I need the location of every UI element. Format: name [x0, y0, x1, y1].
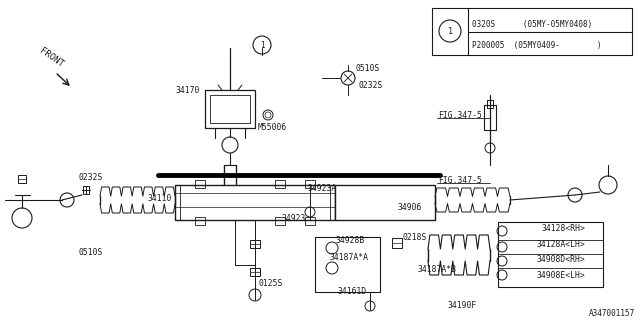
Bar: [195, 217, 205, 225]
Text: P200005  (05MY0409-        ): P200005 (05MY0409- ): [472, 41, 602, 50]
Bar: [498, 222, 603, 287]
Bar: [392, 238, 402, 248]
Text: 34110: 34110: [148, 194, 172, 203]
Bar: [335, 185, 435, 220]
Bar: [305, 180, 315, 188]
Bar: [175, 185, 335, 220]
Text: 34908E<LH>: 34908E<LH>: [537, 270, 586, 279]
Text: 34923: 34923: [282, 213, 307, 222]
Text: A347001157: A347001157: [589, 308, 635, 317]
Text: 34923A: 34923A: [308, 183, 337, 193]
Bar: [83, 186, 89, 194]
Text: 34190F: 34190F: [448, 300, 477, 309]
Text: 0125S: 0125S: [258, 279, 282, 289]
Bar: [250, 268, 260, 276]
Bar: [275, 180, 285, 188]
Text: 34928B: 34928B: [336, 236, 365, 244]
Bar: [195, 180, 205, 188]
Text: 34170: 34170: [175, 85, 200, 94]
Bar: [250, 240, 260, 248]
Bar: [315, 237, 380, 292]
Text: 34908D<RH>: 34908D<RH>: [537, 255, 586, 265]
Text: 0320S      (05MY-05MY0408): 0320S (05MY-05MY0408): [472, 20, 592, 29]
Text: FIG.347-5: FIG.347-5: [438, 175, 482, 185]
Text: 1: 1: [447, 27, 452, 36]
Bar: [487, 100, 493, 108]
Bar: [205, 90, 255, 128]
Text: 34128A<LH>: 34128A<LH>: [537, 239, 586, 249]
Bar: [484, 105, 496, 130]
Bar: [18, 175, 26, 183]
Text: 0218S: 0218S: [402, 233, 426, 242]
Text: 34187A*A: 34187A*A: [330, 252, 369, 261]
Text: 34161D: 34161D: [338, 287, 367, 297]
Bar: [305, 217, 315, 225]
Text: 34906: 34906: [398, 203, 422, 212]
Text: 34187A*B: 34187A*B: [418, 266, 457, 275]
Text: 0232S: 0232S: [78, 172, 102, 181]
Text: FIG.347-5: FIG.347-5: [438, 110, 482, 119]
Text: 34128<RH>: 34128<RH>: [542, 223, 586, 233]
Text: 1: 1: [260, 41, 264, 50]
Text: FRONT: FRONT: [38, 47, 65, 69]
Text: 0510S: 0510S: [355, 63, 380, 73]
Bar: [210, 95, 250, 123]
Bar: [275, 217, 285, 225]
Text: 0510S: 0510S: [78, 247, 102, 257]
Text: M55006: M55006: [258, 123, 287, 132]
Bar: [432, 8, 632, 55]
Text: 0232S: 0232S: [358, 81, 382, 90]
